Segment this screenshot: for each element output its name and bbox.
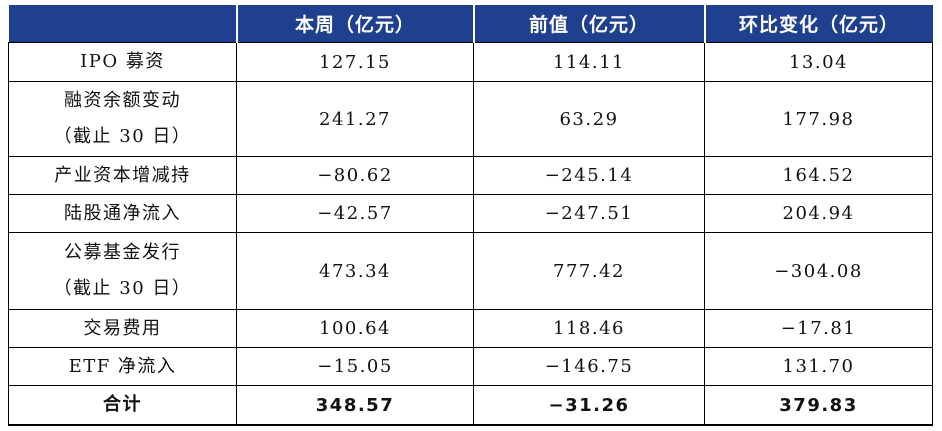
row-label-text: ETF 净流入 (68, 355, 177, 377)
row-label-text: 交易费用 (83, 317, 162, 339)
fund-flow-table: 本周（亿元） 前值（亿元） 环比变化（亿元） IPO 募资 127.15 114… (8, 5, 933, 426)
total-row: 合计 348.57 −31.26 379.83 (8, 385, 933, 426)
row-label: 交易费用 (8, 309, 237, 348)
cell-change: 177.98 (704, 81, 933, 157)
header-cell-change: 环比变化（亿元） (703, 5, 933, 43)
cell-previous: −146.75 (473, 347, 705, 386)
table-row: 公募基金发行 （截止 30 日） 473.34 777.42 −304.08 (8, 232, 933, 310)
total-change: 379.83 (704, 385, 933, 426)
row-label: 公募基金发行 （截止 30 日） (8, 232, 237, 310)
cell-previous: −247.51 (473, 194, 705, 233)
cell-previous: 114.11 (473, 42, 705, 82)
header-cell-previous: 前值（亿元） (472, 5, 706, 43)
cell-change: 164.52 (704, 156, 933, 195)
table-row: 融资余额变动 （截止 30 日） 241.27 63.29 177.98 (8, 81, 933, 157)
cell-this-week: −80.62 (236, 156, 474, 195)
row-label: 陆股通净流入 (8, 194, 237, 233)
cell-change: 204.94 (704, 194, 933, 233)
row-label-note: （截止 30 日） (53, 126, 192, 147)
header-cell-item (8, 5, 238, 43)
row-label-text: 公募基金发行 (64, 242, 181, 263)
cell-this-week: 241.27 (236, 81, 474, 157)
row-label-note: （截止 30 日） (53, 278, 192, 299)
total-previous: −31.26 (473, 385, 705, 426)
cell-previous: 63.29 (473, 81, 705, 157)
cell-change: −17.81 (704, 309, 933, 348)
header-row: 本周（亿元） 前值（亿元） 环比变化（亿元） (8, 5, 933, 43)
header-cell-this-week: 本周（亿元） (235, 5, 475, 43)
total-this-week: 348.57 (236, 385, 474, 426)
table-row: 陆股通净流入 −42.57 −247.51 204.94 (8, 194, 933, 233)
total-label-text: 合计 (103, 394, 142, 415)
cell-change: 131.70 (704, 347, 933, 386)
cell-previous: −245.14 (473, 156, 705, 195)
cell-previous: 777.42 (473, 232, 705, 310)
row-label: 产业资本增减持 (8, 156, 237, 195)
table-row: 交易费用 100.64 118.46 −17.81 (8, 309, 933, 348)
row-label: ETF 净流入 (8, 347, 237, 386)
cell-this-week: −15.05 (236, 347, 474, 386)
table-row: ETF 净流入 −15.05 −146.75 131.70 (8, 347, 933, 386)
cell-change: −304.08 (704, 232, 933, 310)
row-label-text: 融资余额变动 (64, 90, 181, 111)
row-label: 融资余额变动 （截止 30 日） (8, 81, 237, 157)
cell-this-week: 100.64 (236, 309, 474, 348)
total-label: 合计 (8, 385, 237, 426)
row-label-text: 陆股通净流入 (64, 202, 181, 224)
table-row: IPO 募资 127.15 114.11 13.04 (8, 42, 933, 82)
cell-change: 13.04 (704, 42, 933, 82)
row-label: IPO 募资 (8, 42, 237, 82)
table-row: 产业资本增减持 −80.62 −245.14 164.52 (8, 156, 933, 195)
row-label-text: IPO 募资 (80, 51, 165, 72)
cell-this-week: −42.57 (236, 194, 474, 233)
cell-this-week: 127.15 (236, 42, 474, 82)
fund-flow-table-container: 本周（亿元） 前值（亿元） 环比变化（亿元） IPO 募资 127.15 114… (8, 5, 933, 426)
row-label-text: 产业资本增减持 (54, 164, 191, 186)
cell-this-week: 473.34 (236, 232, 474, 310)
cell-previous: 118.46 (473, 309, 705, 348)
